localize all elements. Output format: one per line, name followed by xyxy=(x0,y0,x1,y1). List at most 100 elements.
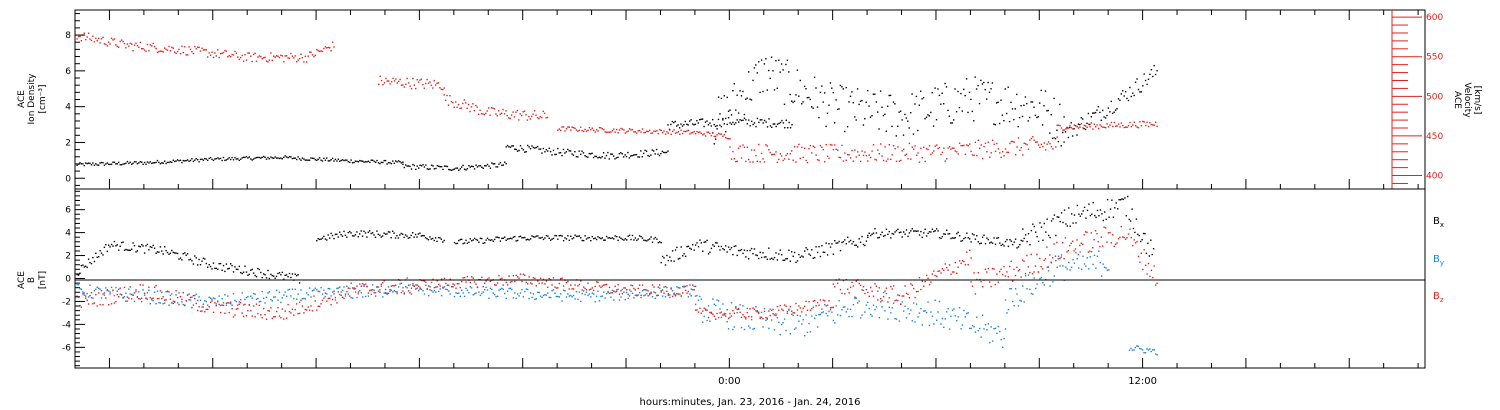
by-point xyxy=(384,291,387,294)
bx-point xyxy=(79,272,81,274)
velocity-point xyxy=(1113,121,1115,124)
bz-point xyxy=(641,284,644,286)
velocity-point xyxy=(659,129,661,131)
by-point xyxy=(1083,263,1086,265)
bz-point xyxy=(349,295,351,297)
velocity-axis-tick-label: 450 xyxy=(1426,132,1443,142)
by-point xyxy=(209,297,212,299)
by-point xyxy=(1032,293,1034,295)
bx-point xyxy=(1124,197,1126,199)
density-point xyxy=(809,98,811,101)
density-point xyxy=(788,121,790,124)
velocity-point xyxy=(911,146,913,148)
velocity-point xyxy=(782,159,784,162)
velocity-point xyxy=(293,57,295,59)
bx-point xyxy=(542,238,545,241)
by-point xyxy=(694,303,697,306)
bz-point xyxy=(409,292,411,294)
density-point xyxy=(750,99,753,101)
density-point xyxy=(307,159,309,161)
density-point xyxy=(756,117,759,120)
density-point xyxy=(116,163,118,165)
velocity-point xyxy=(90,39,93,42)
bx-point xyxy=(318,238,321,241)
bx-point xyxy=(498,237,500,239)
bx-point xyxy=(819,255,822,258)
density-point xyxy=(294,157,296,159)
bx-point xyxy=(814,256,816,259)
bx-point xyxy=(123,249,126,251)
bz-point xyxy=(1023,260,1025,262)
by-point xyxy=(904,305,906,307)
bz-point xyxy=(730,315,733,317)
density-point xyxy=(141,161,143,163)
velocity-point xyxy=(877,149,879,151)
bx-point xyxy=(671,250,674,252)
velocity-point xyxy=(1013,141,1015,143)
density-point xyxy=(1060,145,1062,147)
bx-point xyxy=(986,237,988,239)
bx-point xyxy=(552,237,555,240)
velocity-point xyxy=(1092,128,1094,130)
velocity-point xyxy=(218,56,220,59)
density-point xyxy=(277,157,279,159)
by-point xyxy=(482,291,484,293)
bz-point xyxy=(1039,257,1041,260)
bz-point xyxy=(574,284,576,286)
bz-point xyxy=(242,315,245,318)
density-point xyxy=(558,152,560,154)
density-point xyxy=(787,127,789,129)
velocity-point xyxy=(1002,151,1004,153)
bx-point xyxy=(643,239,645,241)
bz-point xyxy=(673,292,675,294)
density-point xyxy=(559,152,562,154)
by-point xyxy=(713,303,715,306)
by-point xyxy=(736,312,738,314)
bx-point xyxy=(660,261,662,264)
density-point xyxy=(478,165,480,167)
bx-point xyxy=(138,245,140,247)
velocity-point xyxy=(865,154,868,157)
bx-point xyxy=(666,254,668,257)
by-point xyxy=(103,294,106,296)
by-point xyxy=(617,288,619,290)
velocity-point xyxy=(1037,144,1040,146)
density-point xyxy=(519,145,522,147)
by-point xyxy=(320,286,322,289)
bx-point xyxy=(165,249,167,252)
by-point xyxy=(382,296,384,298)
bz-point xyxy=(535,285,537,287)
bx-point xyxy=(839,249,842,252)
by-point xyxy=(908,313,911,315)
by-point xyxy=(290,295,292,297)
velocity-point xyxy=(277,55,279,57)
density-point xyxy=(644,149,646,152)
bz-point xyxy=(1037,271,1039,273)
bz-point xyxy=(288,310,291,313)
bx-point xyxy=(545,234,548,237)
bz-point xyxy=(1139,261,1141,263)
bz-point xyxy=(126,296,129,298)
by-point xyxy=(814,317,816,319)
density-point xyxy=(650,154,652,156)
velocity-point xyxy=(1123,126,1125,129)
density-point xyxy=(897,125,899,127)
density-point xyxy=(783,103,786,105)
bx-point xyxy=(730,247,733,249)
velocity-point xyxy=(237,56,239,58)
by-point xyxy=(571,296,573,298)
velocity-point xyxy=(383,82,386,84)
bx-point xyxy=(1127,195,1129,198)
by-point xyxy=(258,301,261,303)
density-point xyxy=(552,149,555,152)
density-point xyxy=(932,125,935,127)
bx-point xyxy=(502,237,504,239)
density-point xyxy=(489,167,492,169)
density-point xyxy=(849,95,852,97)
by-point xyxy=(756,310,758,312)
bx-point xyxy=(476,239,479,241)
bx-point xyxy=(891,232,893,235)
velocity-point xyxy=(1032,136,1034,138)
density-point xyxy=(112,161,114,163)
bz-point xyxy=(666,290,668,292)
